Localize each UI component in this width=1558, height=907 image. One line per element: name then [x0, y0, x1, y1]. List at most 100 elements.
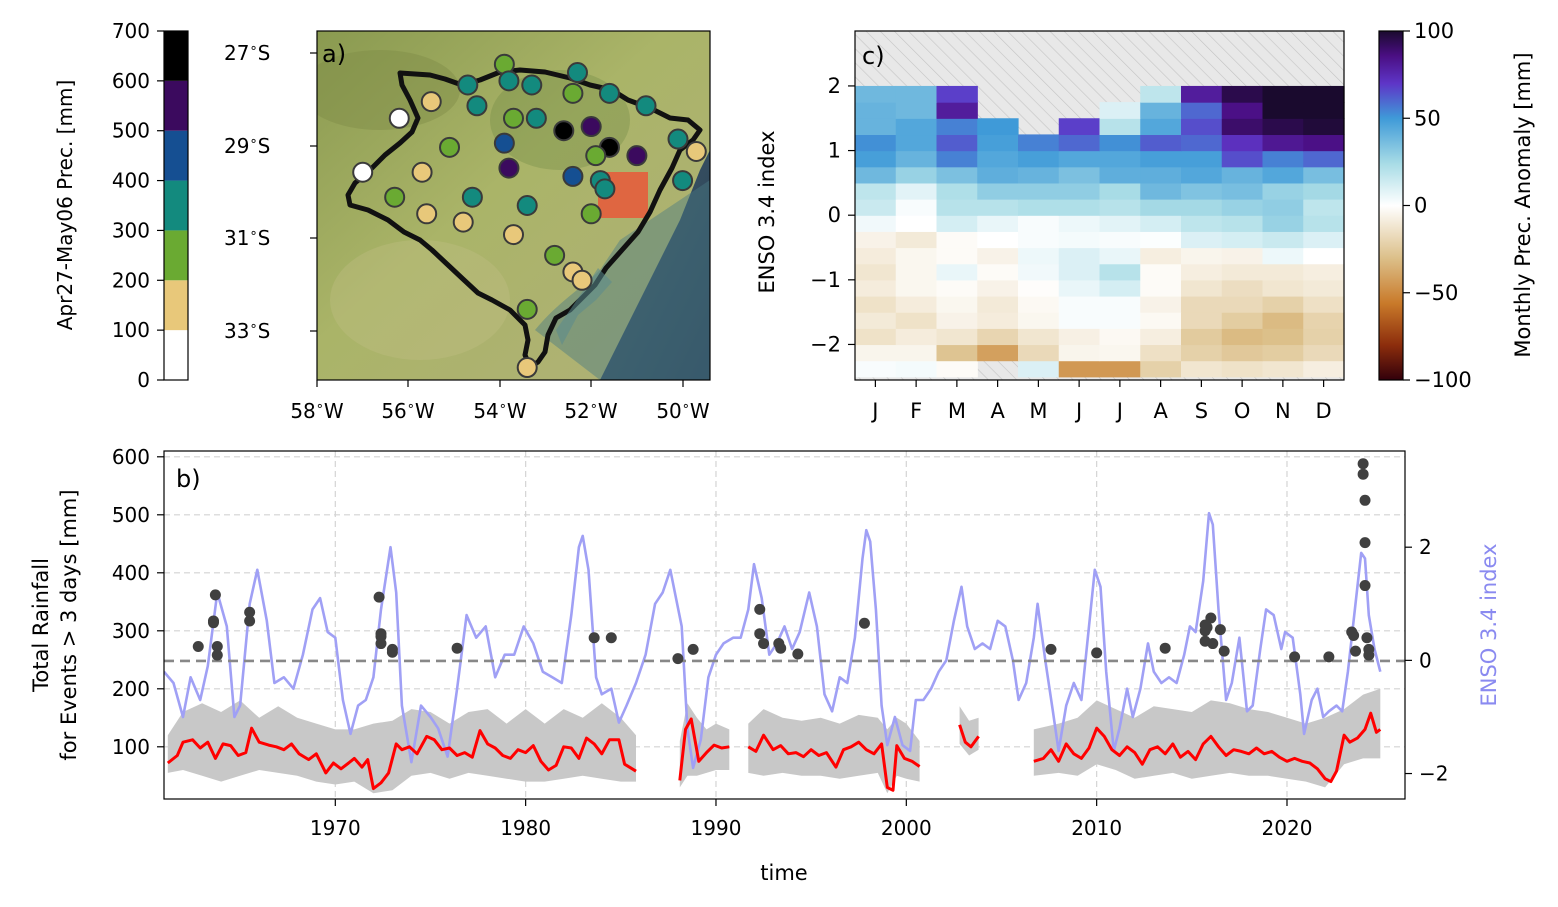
- heatmap-cell: [1140, 360, 1182, 378]
- station-marker: [388, 107, 410, 129]
- event-point: [244, 615, 256, 627]
- heatmap-cell: [855, 344, 897, 362]
- panel-c-label: c): [862, 42, 885, 70]
- heatmap-cell: [1262, 215, 1304, 232]
- heatmap-cell: [855, 182, 897, 200]
- heatmap-cell: [1058, 199, 1101, 216]
- heatmap-cell: [977, 344, 1019, 362]
- event-point: [754, 628, 766, 640]
- event-point: [451, 642, 463, 654]
- heatmap-cell: [1018, 231, 1060, 249]
- heatmap-cell: [1140, 328, 1182, 346]
- heatmap-cell: [936, 231, 978, 249]
- y-tick-label: 100: [112, 735, 150, 759]
- y-tick-label-right: 2: [1419, 535, 1432, 559]
- station-marker: [439, 136, 461, 158]
- heatmap-cell: [1058, 263, 1101, 281]
- station-marker: [566, 62, 588, 84]
- panel-b-label: b): [176, 465, 201, 493]
- y-tick-label: 500: [112, 503, 150, 527]
- heatmap-cell: [1221, 102, 1264, 119]
- month-label: M: [1029, 399, 1047, 423]
- y-tick-label: 29∘S: [224, 134, 270, 158]
- median-line-segment: [678, 717, 730, 781]
- heatmap-cell: [1018, 199, 1060, 216]
- heatmap-cell: [936, 247, 978, 265]
- heatmap-cell: [1221, 360, 1264, 378]
- event-point: [858, 617, 870, 629]
- heatmap-cell: [936, 102, 978, 119]
- x-tick-label: 50∘W: [656, 399, 710, 423]
- panel-c-y-ticks: −2 −1 0 1 2: [810, 74, 855, 356]
- heatmap-cell: [936, 134, 978, 152]
- heatmap-cell: [1018, 360, 1060, 378]
- station-marker: [503, 107, 524, 129]
- heatmap-cell: [1303, 328, 1345, 346]
- colorbar-bin: [164, 330, 188, 380]
- heatmap-cell: [977, 231, 1019, 249]
- heatmap-cell: [1018, 344, 1060, 362]
- colorbar-a-ticks: 0 100 200 300 400 500 600 700: [112, 19, 164, 392]
- month-label: J: [870, 399, 878, 423]
- heatmap-cell: [1099, 182, 1141, 200]
- heatmap-cell: [936, 295, 978, 313]
- heatmap-cell: [1099, 215, 1141, 232]
- station-marker: [553, 120, 575, 142]
- month-label: A: [990, 399, 1005, 423]
- heatmap-cell: [977, 166, 1019, 184]
- panel-b-frame: [163, 450, 1406, 800]
- month-label: S: [1195, 399, 1208, 423]
- heatmap-cell: [1262, 150, 1304, 168]
- colorbar-a: 0 100 200 300 400 500 600 700 Apr27-May06 Prec.…: [53, 19, 189, 392]
- heatmap-cell: [1303, 199, 1345, 216]
- station-marker: [498, 157, 520, 179]
- event-point: [211, 649, 223, 661]
- heatmap-cell: [1181, 328, 1223, 346]
- heatmap-cell: [1303, 360, 1345, 378]
- heatmap-cell: [855, 199, 897, 216]
- station-marker: [626, 145, 648, 167]
- heatmap-cell: [855, 312, 897, 329]
- heatmap-cell: [1140, 102, 1182, 119]
- spread-band-segment: [167, 700, 637, 794]
- heatmap-cell: [1099, 134, 1141, 152]
- y-tick-label: 400: [112, 561, 150, 585]
- y-tick-label: 27∘S: [224, 41, 270, 65]
- heatmap-cell: [895, 360, 938, 378]
- y-tick-label: 31∘S: [224, 226, 270, 250]
- panel-c-frame: [854, 30, 1345, 381]
- x-tick-label: 1980: [500, 816, 551, 840]
- event-point: [1205, 612, 1217, 624]
- heatmap-cell: [1099, 231, 1141, 249]
- heatmap-cell: [1018, 312, 1060, 329]
- heatmap-cell: [895, 344, 938, 362]
- y-tick-label: −1: [810, 268, 841, 292]
- heatmap-cell: [977, 150, 1019, 168]
- station-marker: [384, 186, 406, 208]
- station-marker: [585, 145, 607, 167]
- heatmap-cell: [1099, 263, 1141, 281]
- enso-series: [164, 511, 1382, 770]
- heatmap-cell: [1140, 118, 1182, 136]
- event-point: [588, 632, 600, 644]
- heatmap-cell: [936, 166, 978, 184]
- station-marker: [562, 82, 584, 104]
- station-marker: [466, 95, 488, 117]
- heatmap-cell: [936, 344, 978, 362]
- heatmap-cell: [895, 166, 938, 184]
- heatmap-cell: [1058, 360, 1101, 378]
- month-label: J: [1115, 399, 1123, 423]
- heatmap-cell: [1099, 360, 1141, 378]
- heatmap-cell: [1221, 279, 1264, 297]
- heatmap-cell: [1058, 166, 1101, 184]
- month-label: A: [1153, 399, 1168, 423]
- heatmap-cell: [1018, 295, 1060, 313]
- heatmap-cell: [855, 295, 897, 313]
- panel-b-ylabel-line1: Total Rainfall: [29, 558, 53, 693]
- heatmap-cell: [1221, 344, 1264, 362]
- heatmap-cell: [895, 102, 938, 119]
- heatmap-cell: [977, 215, 1019, 232]
- heatmap-cell: [977, 295, 1019, 313]
- heatmap-cell: [1058, 215, 1101, 232]
- heatmap-cell: [855, 247, 897, 265]
